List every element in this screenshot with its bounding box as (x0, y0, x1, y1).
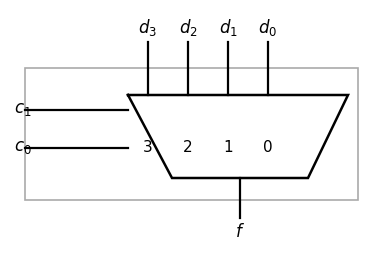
Text: $f$: $f$ (235, 223, 245, 241)
Text: 3: 3 (143, 140, 153, 155)
Text: $d_{2}$: $d_{2}$ (179, 17, 197, 38)
Text: $d_{0}$: $d_{0}$ (258, 17, 277, 38)
Text: $d_{1}$: $d_{1}$ (218, 17, 238, 38)
Text: $d_{3}$: $d_{3}$ (138, 17, 158, 38)
Bar (25, 68, 358, 200)
Text: 0: 0 (263, 140, 273, 155)
Text: 1: 1 (223, 140, 233, 155)
Text: $c_{0}$: $c_{0}$ (14, 140, 32, 157)
Text: 2: 2 (183, 140, 193, 155)
Text: $c_{1}$: $c_{1}$ (14, 101, 32, 119)
